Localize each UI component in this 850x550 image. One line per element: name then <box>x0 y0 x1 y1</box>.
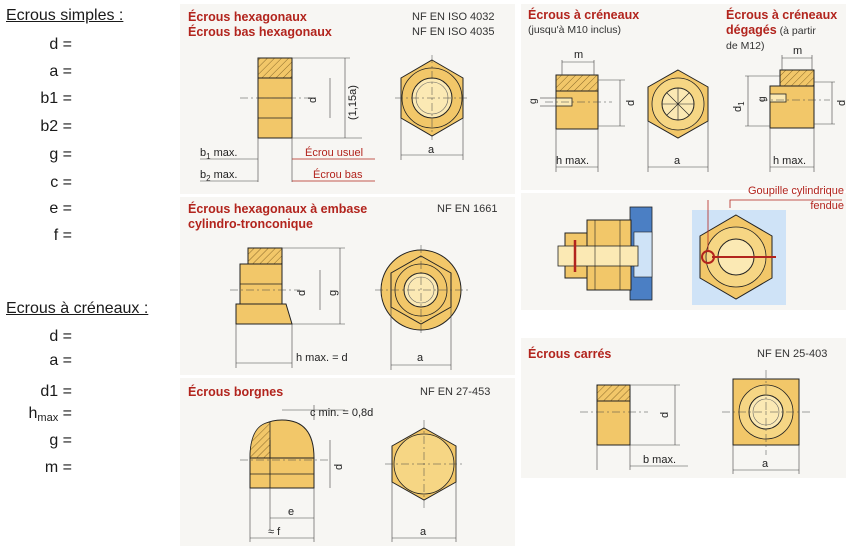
flange-nuts-norm: NF EN 1661 <box>437 203 498 215</box>
label-g: g <box>327 290 339 296</box>
cap-nuts-title: Écrous borgnes <box>188 385 284 399</box>
field-f: f = <box>53 227 72 244</box>
label-d: d <box>296 290 308 296</box>
label-b1-max: b1 max. <box>200 147 237 161</box>
hexagon-nuts-norm: NF EN ISO 4032 NF EN ISO 4035 <box>412 11 495 38</box>
label-hmax-d: h max. = d <box>296 352 348 364</box>
crenel-nuts-heading: Ecrous à créneaux : <box>6 300 149 317</box>
cap-nuts-norm: NF EN 27-453 <box>420 386 491 398</box>
field-d: d = <box>49 36 72 53</box>
label-b2-max: b2 max. <box>200 169 237 183</box>
field-d1: d1 = <box>40 383 72 400</box>
flange-nuts-title: Écrous hexagonaux à embase cylindro-tron… <box>188 202 368 231</box>
label-a: a <box>674 155 681 167</box>
label-d: d <box>307 97 319 103</box>
field-g: g = <box>49 432 72 449</box>
field-a: a = <box>49 352 72 369</box>
slotted-castle-nuts-subtitle: de M12) <box>726 40 765 52</box>
label-ecrou-bas: Écrou bas <box>313 168 363 181</box>
label-d-slotted: d <box>836 100 848 106</box>
square-nuts-norm: NF EN 25-403 <box>757 348 828 360</box>
panel-cap-nuts <box>180 378 515 546</box>
castle-nuts-title: Écrous à créneaux <box>528 8 640 22</box>
label-g: g <box>528 98 539 104</box>
label-approx-f: ≈ f <box>268 526 281 538</box>
square-nuts-title: Écrous carrés <box>528 347 612 361</box>
field-e: e = <box>49 200 72 217</box>
label-b-max: b max. <box>643 454 676 466</box>
label-a: a <box>417 352 424 364</box>
label-m-slotted: m <box>793 45 802 57</box>
label-e: e <box>288 506 294 518</box>
label-c-min: c min. = 0,8d <box>310 407 373 419</box>
hexagon-nuts-title: Écrous hexagonaux Écrous bas hexagonaux <box>188 10 332 39</box>
label-d: d <box>333 464 345 470</box>
label-g-slotted: g <box>757 96 768 102</box>
castle-nuts-subtitle: (jusqu'à M10 inclus) <box>528 24 622 36</box>
slotted-castle-nuts-title: Écrous à créneaux dégagés (à partir <box>726 8 838 37</box>
label-hmax: h max. <box>556 155 589 167</box>
simple-nuts-heading: Ecrous simples : <box>6 7 124 24</box>
field-a: a = <box>49 63 72 80</box>
label-hmax-slotted: h max. <box>773 155 806 167</box>
label-d: d <box>625 100 637 106</box>
field-c: c = <box>50 174 72 191</box>
label-1-15a: (1,15a) <box>347 85 359 120</box>
field-b2: b2 = <box>40 118 72 135</box>
label-d1: d1 <box>732 101 746 112</box>
label-m: m <box>574 49 583 61</box>
label-ecrou-usuel: Écrou usuel <box>305 146 363 159</box>
field-m: m = <box>44 459 72 476</box>
field-d: d = <box>49 328 72 345</box>
field-g: g = <box>49 146 72 163</box>
field-hmax: hmax = <box>28 405 72 424</box>
label-a: a <box>420 526 427 538</box>
split-pin-label: Goupille cylindrique fendue <box>748 185 844 212</box>
field-b1: b1 = <box>40 90 72 107</box>
label-a: a <box>762 458 769 470</box>
label-a: a <box>428 144 435 156</box>
label-d: d <box>659 412 671 418</box>
